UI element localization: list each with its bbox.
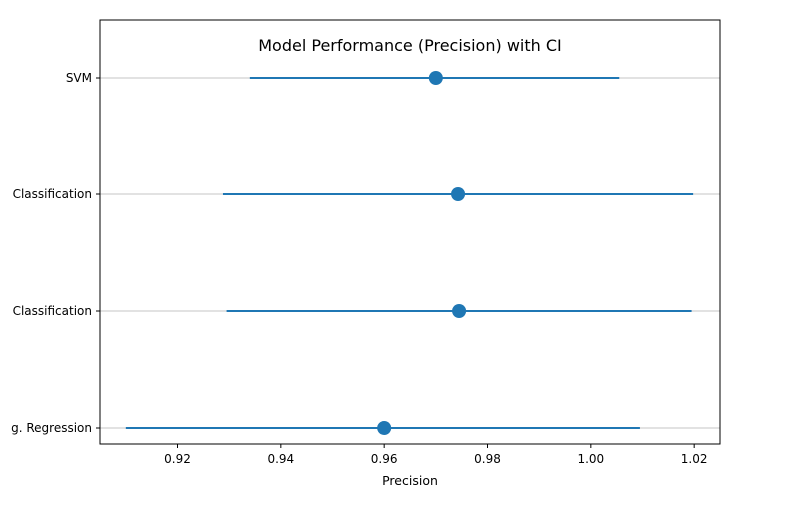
- y-tick-label: SVM: [66, 71, 92, 85]
- precision-point: [377, 421, 392, 435]
- y-tick-label: Classification: [13, 187, 92, 201]
- chart-title: Model Performance (Precision) with CI: [258, 36, 561, 55]
- y-tick-label: Classification: [13, 304, 92, 318]
- x-tick-label: 0.94: [267, 452, 294, 466]
- series-layer: [125, 71, 694, 435]
- axis-layer: g. Regression Classification Classificatio…: [11, 71, 707, 466]
- x-tick-label: 0.92: [164, 452, 191, 466]
- y-tick-label: g. Regression: [11, 421, 92, 435]
- plot-frame: [99, 19, 721, 445]
- precision-point: [452, 304, 467, 318]
- x-tick-label: 1.00: [577, 452, 604, 466]
- x-tick-label: 1.02: [681, 452, 708, 466]
- precision-point: [428, 71, 443, 85]
- x-axis-label: Precision: [382, 473, 438, 488]
- x-tick-label: 0.98: [474, 452, 501, 466]
- precision-point: [451, 187, 466, 201]
- x-tick-label: 0.96: [371, 452, 398, 466]
